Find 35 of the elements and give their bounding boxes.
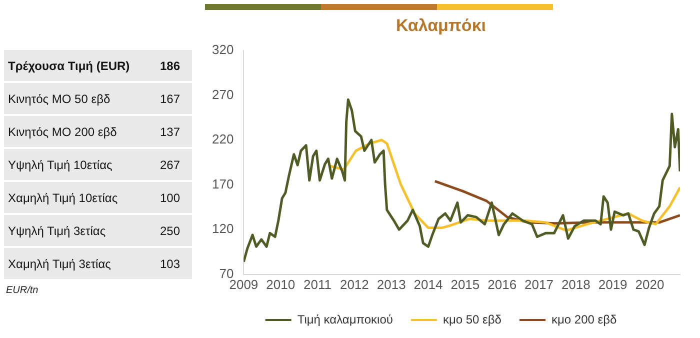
y-tick-label: 270 [212,86,234,102]
legend-label: Τιμή καλαμποκιού [297,312,393,326]
category-label: Κινητός ΜΟ 50 εβδ [4,83,152,114]
y-tick-label: 320 [212,42,234,57]
text: EUR/tn [6,285,40,296]
data-label: 267 [151,149,192,180]
data-label: 167 [151,83,192,114]
data-label: 137 [151,116,192,147]
chart-title: Καλαμπόκι [396,16,486,35]
category-label: Κινητός ΜΟ 200 εβδ [4,116,152,147]
data-label: 250 [151,215,192,246]
category-label: Χαμηλή Τιμή 3ετίας [4,248,152,279]
x-tick-label: 2018 [561,276,590,292]
category-label: Υψηλή Τιμή 10ετίας [4,149,152,180]
x-tick-label: 2011 [304,276,332,292]
category-label: Χαμηλή Τιμή 10ετίας [4,182,152,213]
x-tick-label: 2016 [488,276,517,292]
x-tick-label: 2017 [524,276,554,292]
legend-label: κμο 50 εβδ [442,312,502,326]
x-tick-label: 2010 [266,276,296,292]
data-label: 186 [151,50,192,81]
y-tick-label: 120 [212,221,234,236]
x-tick-label: 2012 [340,276,369,292]
legend-label: κμο 200 εβδ [551,312,617,326]
x-tick-label: 2020 [635,276,664,292]
x-tick-label: 2013 [376,276,406,292]
x-tick-label: 2015 [450,276,480,292]
category-label: Υψηλή Τιμή 3ετίας [4,215,152,246]
category-label: Τρέχουσα Τιμή (EUR) [4,50,152,81]
data-label: 103 [151,248,192,279]
y-tick-label: 220 [212,132,234,147]
y-tick-label: 170 [212,176,234,192]
x-tick-label: 2019 [598,276,628,292]
data-label: 100 [151,182,192,213]
x-tick-label: 2014 [414,276,443,292]
